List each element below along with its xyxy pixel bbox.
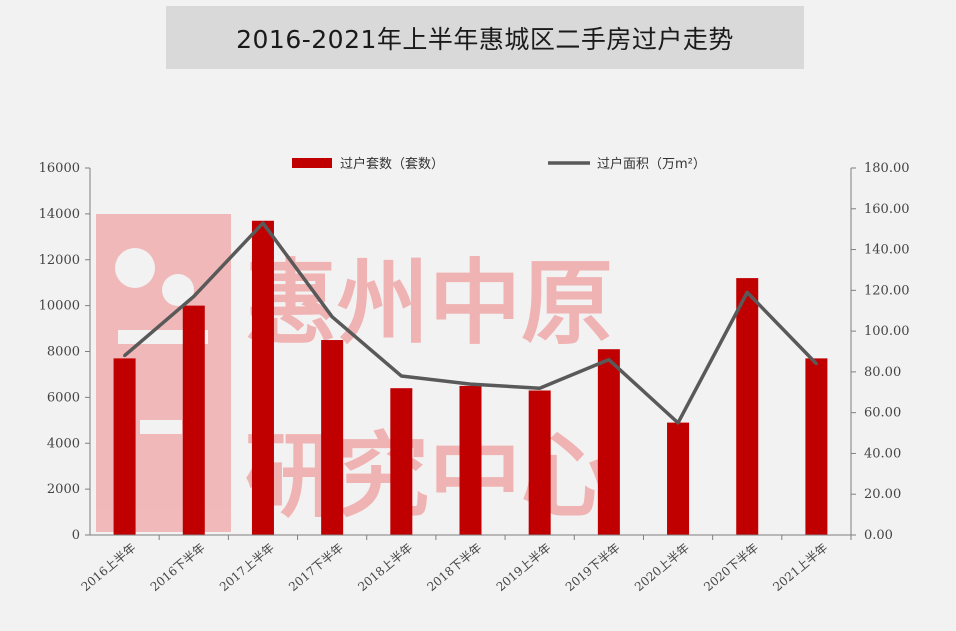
bar-8 (667, 422, 690, 535)
watermark-line1: 惠州中原 (245, 250, 613, 357)
x-tick-label-9: 2020下半年 (701, 541, 761, 595)
bar-5 (459, 385, 482, 535)
watermark: 惠州中原 研究中心 (96, 214, 613, 532)
line-point-6 (538, 386, 542, 390)
line-series (123, 221, 818, 425)
x-tick-label-2: 2017上半年 (217, 541, 277, 595)
line-point-7 (607, 358, 611, 362)
line-point-4 (399, 374, 403, 378)
line-point-8 (676, 421, 680, 425)
x-tick-label-6: 2019上半年 (494, 541, 554, 595)
y-right-tick-label-5: 100.00 (864, 324, 910, 339)
line-point-0 (123, 354, 127, 358)
y-right-tick-label-2: 40.00 (864, 446, 901, 461)
y-left-tick-label-3: 6000 (47, 390, 80, 405)
legend: 过户套数（套数） 过户面积（万m²） (292, 156, 706, 172)
y-left-tick-label-5: 10000 (39, 299, 80, 314)
y-left-tick-label-4: 8000 (47, 345, 80, 360)
y-left-tick-label-8: 16000 (39, 161, 80, 176)
y-left-tick-label-6: 12000 (39, 253, 80, 268)
line-point-10 (814, 362, 818, 366)
x-tick-label-7: 2019下半年 (563, 541, 623, 595)
x-tick-label-10: 2021上半年 (770, 541, 830, 595)
chart-title: 2016-2021年上半年惠城区二手房过户走势 (236, 24, 734, 54)
x-tick-label-0: 2016上半年 (79, 541, 139, 595)
line-point-3 (330, 315, 334, 319)
y-right-tick-label-6: 120.00 (864, 283, 910, 298)
bar-series (113, 220, 828, 535)
chart-title-box: 2016-2021年上半年惠城区二手房过户走势 (166, 6, 804, 69)
legend-swatch-bar (292, 158, 332, 168)
x-tick-label-5: 2018下半年 (424, 541, 484, 595)
x-tick-label-3: 2017下半年 (286, 541, 346, 595)
bar-3 (321, 340, 344, 535)
y-left-tick-label-0: 0 (72, 528, 80, 543)
bar-2 (251, 220, 274, 535)
y-right-tick-label-7: 140.00 (864, 243, 910, 258)
line-point-5 (469, 382, 472, 386)
y-right-tick-label-8: 160.00 (864, 202, 910, 217)
x-tick-label-8: 2020上半年 (632, 541, 692, 595)
x-tick-label-4: 2018上半年 (355, 541, 415, 595)
bar-6 (528, 390, 551, 535)
bar-1 (182, 305, 205, 535)
y-right-tick-label-3: 60.00 (864, 406, 901, 421)
y-right-tick-label-4: 80.00 (864, 365, 901, 380)
y-left-tick-label-2: 4000 (47, 436, 80, 451)
bar-4 (390, 388, 413, 535)
y-right-tick-label-0: 0.00 (864, 528, 893, 543)
y-right-tick-label-1: 20.00 (864, 487, 901, 502)
y-left-tick-label-1: 2000 (47, 482, 80, 497)
y-right-tick-label-9: 180.00 (864, 161, 910, 176)
legend-label-line: 过户面积（万m²） (597, 156, 706, 172)
bar-7 (597, 349, 620, 535)
bar-0 (113, 358, 136, 535)
y-left-tick-label-7: 14000 (39, 207, 80, 222)
line-point-1 (192, 294, 196, 298)
x-tick-label-1: 2016下半年 (148, 541, 208, 595)
bar-10 (805, 358, 828, 535)
line-point-9 (745, 290, 749, 294)
bar-9 (736, 278, 759, 535)
line-point-2 (261, 221, 265, 225)
legend-label-bar: 过户套数（套数） (340, 156, 444, 172)
watermark-line2: 研究中心 (245, 423, 613, 530)
